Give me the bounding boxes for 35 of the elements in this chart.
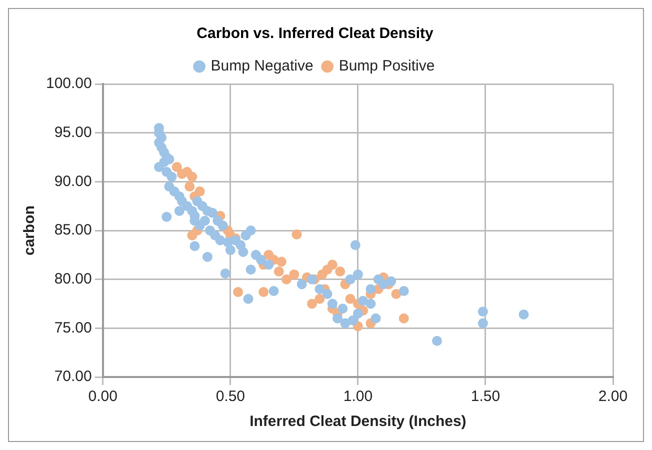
point [282,274,292,284]
legend-label: Bump Positive [338,58,435,75]
point [194,186,205,196]
point [233,287,244,298]
point [345,294,356,304]
point [258,287,269,298]
point [327,260,338,270]
chart-title: Carbon vs. Inferred Cleat Density [196,25,434,42]
point [307,298,318,309]
point [335,266,346,277]
x-tick-label: 0.50 [216,388,246,406]
y-tick-label: 90.00 [54,172,92,190]
x-tick-label: 1.00 [343,388,373,406]
y-tick-label: 75.00 [54,319,92,336]
x-tick-label: 1.50 [470,388,500,406]
point [274,266,284,277]
x-axis-title: Inferred Cleat Density (Inches) [250,413,466,430]
y-tick-label: 70.00 [54,368,92,386]
x-tick-label: 0.00 [88,388,118,406]
point [292,229,302,240]
y-tick-label: 95.00 [54,124,92,141]
point [172,162,182,172]
point [391,288,402,299]
y-axis-title: carbon [21,205,38,256]
y-tick-label: 100.00 [46,75,92,92]
point [314,294,325,304]
legend-label: Bump Negative [210,58,314,75]
y-tick-label: 80.00 [54,270,92,288]
point [184,182,195,192]
point [276,256,286,267]
point [398,313,409,324]
y-tick-label: 85.00 [54,222,92,239]
point [187,172,198,182]
point [289,269,300,280]
x-tick-label: 2.00 [598,388,628,406]
